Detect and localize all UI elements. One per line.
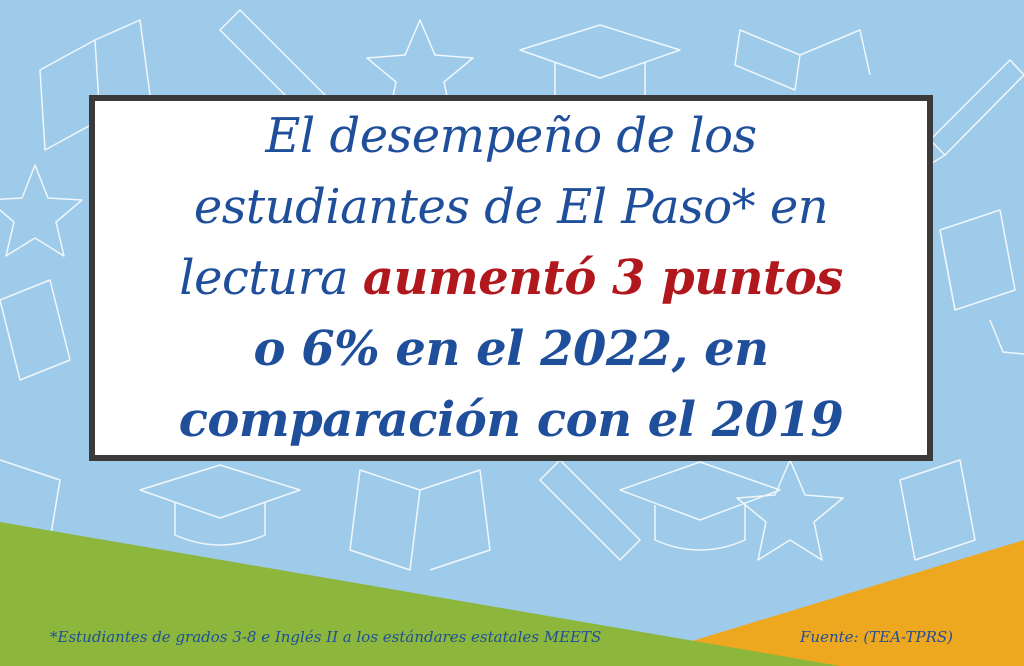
open-book-icon <box>349 469 491 571</box>
headline-line-4: o 6% en el 2022, en <box>253 320 769 377</box>
headline-line-5: comparación con el 2019 <box>178 391 844 448</box>
headline-line-2: estudiantes de El Paso* en <box>193 178 829 235</box>
headline-line-3: lectura aumentó 3 puntos <box>179 243 843 314</box>
footnote: *Estudiantes de grados 3-8 e Inglés II a… <box>50 628 602 646</box>
green-band <box>0 522 840 666</box>
source-credit: Fuente: (TEA-TPRS) <box>800 628 954 646</box>
pencil-icon <box>539 459 641 561</box>
headline-card: El desempeño de los estudiantes de El Pa… <box>89 95 933 461</box>
star-icon <box>989 319 1024 355</box>
open-book-icon <box>899 459 976 561</box>
headline-line-1: El desempeño de los <box>265 107 757 164</box>
open-book-icon <box>939 209 1016 311</box>
graduation-cap-icon <box>139 464 301 546</box>
headline-line-3-start: lectura <box>179 249 349 306</box>
headline-highlight: aumentó 3 puntos <box>362 249 843 306</box>
graduation-cap-icon <box>619 461 781 551</box>
orange-band <box>610 540 1024 666</box>
star-icon <box>736 459 844 561</box>
open-book-icon <box>734 29 871 91</box>
star-icon <box>0 164 83 257</box>
open-book-icon <box>0 279 71 381</box>
